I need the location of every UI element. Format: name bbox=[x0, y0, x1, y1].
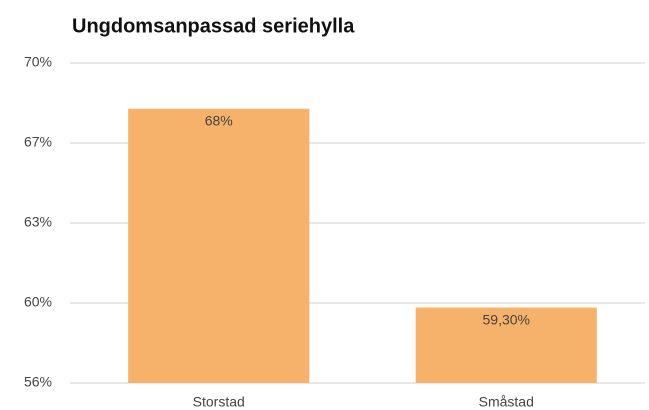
y-tick-label: 56% bbox=[24, 374, 52, 390]
bar bbox=[128, 108, 310, 383]
chart-title: Ungdomsanpassad seriehylla bbox=[72, 15, 355, 37]
y-tick-label: 63% bbox=[24, 214, 52, 230]
y-tick-label: 60% bbox=[24, 294, 52, 310]
data-label: 68% bbox=[205, 112, 233, 128]
bar bbox=[415, 307, 597, 383]
y-tick-label: 70% bbox=[24, 54, 52, 70]
x-tick-label: Storstad bbox=[193, 394, 245, 410]
data-label: 59,30% bbox=[483, 311, 530, 327]
y-tick-label: 67% bbox=[24, 134, 52, 150]
x-tick-label: Småstad bbox=[479, 394, 534, 410]
